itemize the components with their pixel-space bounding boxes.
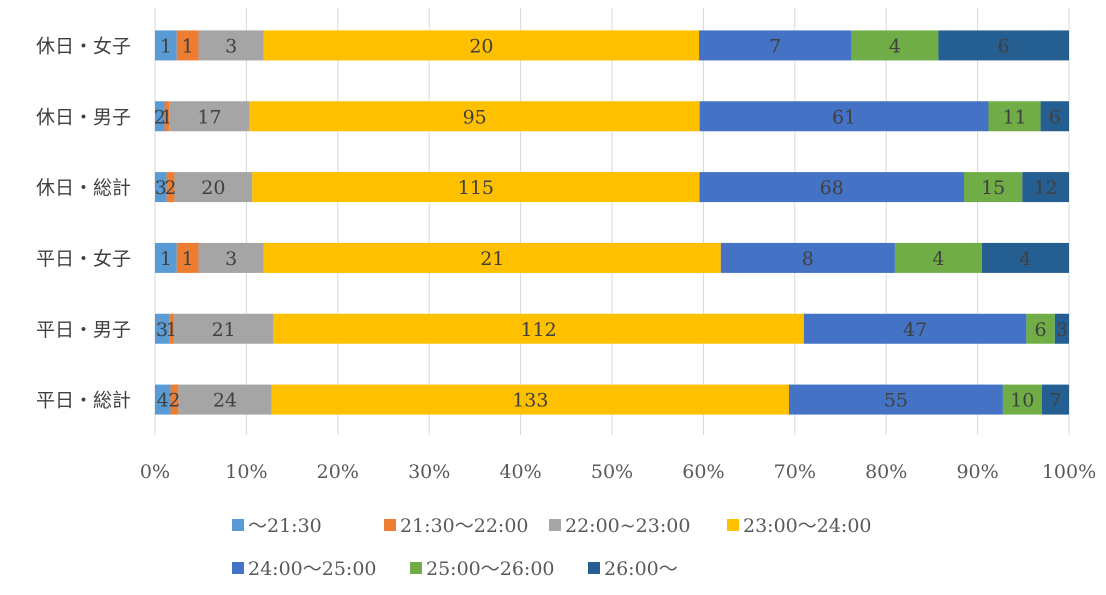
- data-label: 4: [157, 390, 169, 412]
- category-label: 平日・女子: [36, 248, 131, 270]
- data-label: 20: [469, 35, 493, 57]
- legend-swatch: [384, 519, 396, 531]
- data-label: 55: [884, 390, 908, 412]
- data-label: 6: [1049, 106, 1061, 128]
- legend-swatch: [588, 562, 600, 574]
- legend-label: 22:00~23:00: [565, 515, 690, 537]
- data-label: 95: [463, 106, 487, 128]
- x-tick-label: 80%: [865, 461, 907, 483]
- data-label: 3: [1056, 319, 1068, 341]
- x-tick-label: 10%: [225, 461, 267, 483]
- category-label: 休日・女子: [36, 35, 131, 57]
- data-label: 112: [520, 319, 556, 341]
- data-label: 47: [903, 319, 927, 341]
- x-tick-label: 40%: [499, 461, 541, 483]
- x-tick-label: 50%: [591, 461, 633, 483]
- legend-swatch: [232, 562, 244, 574]
- x-tick-label: 20%: [317, 461, 359, 483]
- data-label: 24: [213, 390, 237, 412]
- x-tick-label: 60%: [682, 461, 724, 483]
- legend-label: 25:00～26:00: [426, 558, 555, 580]
- data-label: 1: [182, 248, 194, 270]
- x-tick-label: 0%: [140, 461, 170, 483]
- data-label: 1: [160, 35, 172, 57]
- data-label: 7: [769, 35, 781, 57]
- category-label: 休日・男子: [36, 106, 131, 128]
- legend-swatch: [410, 562, 422, 574]
- data-label: 3: [225, 35, 237, 57]
- data-label: 6: [998, 35, 1010, 57]
- data-label: 68: [820, 177, 844, 199]
- data-label: 17: [197, 106, 221, 128]
- data-label: 6: [1035, 319, 1047, 341]
- data-label: 15: [981, 177, 1005, 199]
- data-label: 3: [225, 248, 237, 270]
- data-label: 7: [1049, 390, 1061, 412]
- category-label: 平日・男子: [36, 319, 131, 341]
- x-tick-label: 30%: [408, 461, 450, 483]
- data-label: 1: [182, 35, 194, 57]
- legend-swatch: [549, 519, 561, 531]
- data-label: 115: [458, 177, 494, 199]
- data-label: 21: [480, 248, 504, 270]
- legend-swatch: [727, 519, 739, 531]
- data-label: 4: [889, 35, 901, 57]
- x-tick-label: 90%: [956, 461, 998, 483]
- data-label: 12: [1034, 177, 1058, 199]
- data-label: 11: [1002, 106, 1026, 128]
- data-label: 20: [201, 177, 225, 199]
- data-label: 8: [802, 248, 814, 270]
- data-label: 21: [212, 319, 236, 341]
- legend-label: 26:00～: [604, 558, 678, 580]
- legend-label: ～21:30: [248, 515, 322, 537]
- category-label: 休日・総計: [36, 177, 131, 199]
- x-tick-label: 100%: [1042, 461, 1096, 483]
- data-label: 4: [932, 248, 944, 270]
- legend-swatch: [232, 519, 244, 531]
- legend-label: 24:00～25:00: [248, 558, 377, 580]
- x-tick-label: 70%: [774, 461, 816, 483]
- data-label: 133: [512, 390, 548, 412]
- legend-label: 21:30～22:00: [400, 515, 529, 537]
- category-label: 平日・総計: [36, 390, 131, 412]
- data-label: 10: [1010, 390, 1034, 412]
- data-label: 1: [160, 248, 172, 270]
- data-label: 61: [832, 106, 856, 128]
- legend-label: 23:00～24:00: [743, 515, 872, 537]
- data-label: 4: [1019, 248, 1031, 270]
